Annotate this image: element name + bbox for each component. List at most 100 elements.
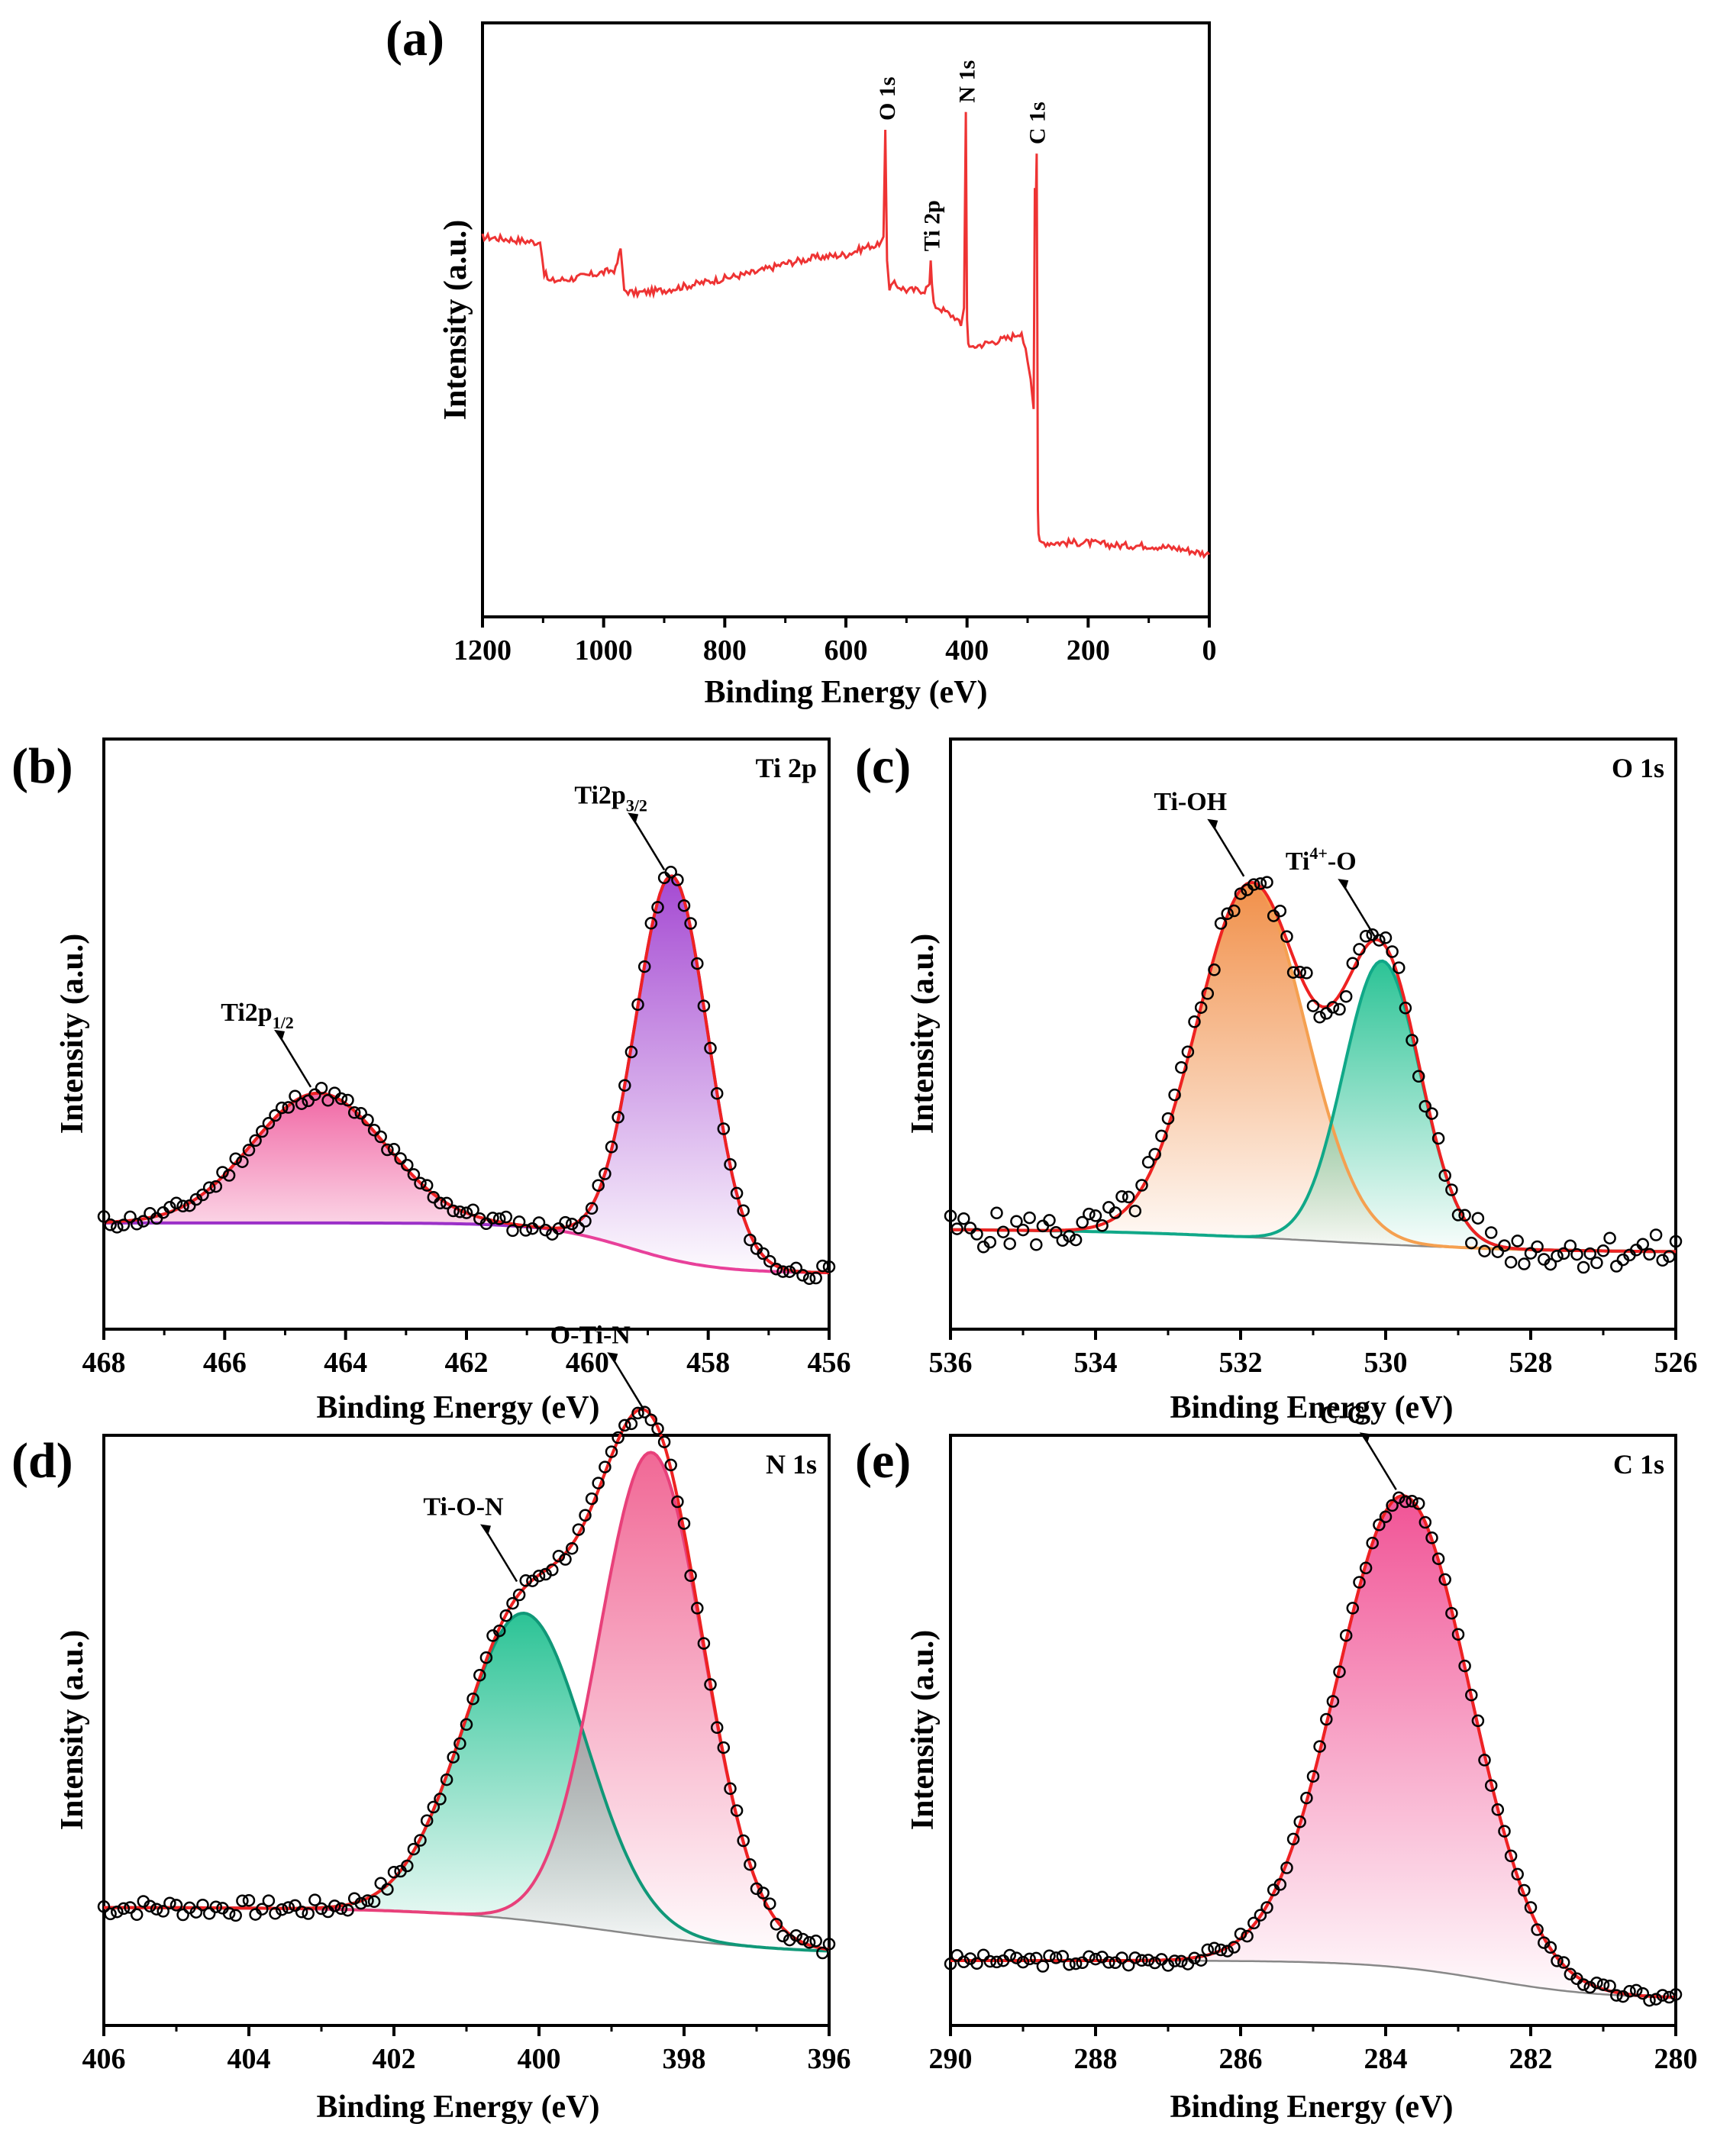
data-point-d [256, 1903, 269, 1916]
data-point-c [1221, 907, 1234, 921]
data-point-d [684, 1569, 697, 1583]
data-point-e [1524, 1901, 1538, 1914]
data-point-c [990, 1206, 1003, 1220]
data-point-b [434, 1196, 447, 1210]
data-point-b [222, 1169, 236, 1182]
data-point-d [585, 1492, 599, 1506]
data-point-b [420, 1179, 434, 1192]
data-point-d [269, 1907, 282, 1920]
panel-a: (a) 1200 1000 800 600 400 200 0 O 1s Ti 2p N 1s C… [386, 11, 1217, 710]
data-point-c [1010, 1215, 1023, 1228]
data-point-b [407, 1168, 421, 1181]
data-point-b [618, 1079, 631, 1092]
data-point-b [492, 1212, 506, 1225]
data-point-e [1491, 1803, 1505, 1816]
data-point-d [691, 1602, 704, 1615]
data-point-b [684, 917, 697, 930]
x-tick-label-a-3: 600 [825, 634, 868, 666]
data-point-b [256, 1125, 269, 1138]
data-point-d [447, 1751, 460, 1764]
data-point-c [963, 1222, 977, 1235]
data-point-d [546, 1564, 559, 1577]
data-point-b [262, 1117, 276, 1130]
data-point-d [302, 1907, 315, 1920]
xps-plot-d: 406 404 402 400 398 396 Ti-O-N O-Ti-N [82, 1321, 851, 2075]
data-point-b [644, 917, 658, 930]
y-axis-title-e: Intensity (a.u.) [905, 1630, 941, 1831]
data-point-b [440, 1196, 453, 1210]
data-point-d [776, 1929, 789, 1943]
data-point-b [124, 1210, 137, 1224]
data-point-b [163, 1201, 176, 1214]
data-point-b [532, 1216, 546, 1229]
data-point-e [1373, 1519, 1386, 1531]
x-tick-label-d-2: 402 [373, 2043, 416, 2075]
data-point-b [361, 1113, 374, 1127]
data-point-d [222, 1906, 236, 1920]
data-point-c [1656, 1254, 1669, 1267]
data-point-b [539, 1223, 552, 1237]
data-point-e [1458, 1659, 1471, 1673]
data-point-b [202, 1181, 216, 1194]
data-point-e [1056, 1950, 1070, 1963]
data-point-b [592, 1179, 605, 1192]
data-point-b [486, 1212, 499, 1225]
data-point-d [176, 1908, 189, 1922]
data-point-b [519, 1224, 532, 1237]
data-point-d [374, 1877, 387, 1890]
data-point-e [1300, 1791, 1313, 1805]
data-point-c [1399, 1002, 1412, 1015]
data-point-d [440, 1773, 453, 1786]
data-point-e [990, 1955, 1003, 1969]
data-point-d [282, 1901, 295, 1914]
data-point-c [1524, 1247, 1538, 1260]
data-point-c [1458, 1209, 1471, 1222]
data-point-c [1141, 1156, 1155, 1169]
data-point-c [1596, 1244, 1610, 1257]
data-point-b [559, 1215, 572, 1229]
data-point-b [783, 1265, 796, 1278]
data-point-d [724, 1782, 737, 1796]
data-point-c [970, 1228, 983, 1241]
peak-label-b-1: Ti2p3/2 [574, 781, 647, 815]
data-point-b [104, 1218, 117, 1231]
data-point-b [499, 1210, 513, 1224]
data-point-c [1531, 1240, 1544, 1254]
data-point-c [996, 1225, 1010, 1238]
data-point-d [816, 1946, 829, 1960]
data-point-b [381, 1143, 394, 1157]
x-tick-label-e-1: 288 [1074, 2043, 1118, 2075]
x-tick-label-a-2: 800 [703, 634, 747, 666]
data-point-e [1504, 1849, 1518, 1863]
data-point-c [1181, 1045, 1195, 1058]
data-point-d [618, 1419, 631, 1432]
data-point-c [1286, 966, 1300, 979]
data-point-b [137, 1215, 150, 1228]
data-point-e [1656, 1989, 1669, 2002]
plot-frame-a [481, 21, 1211, 618]
panel-label-a: (a) [386, 11, 444, 66]
data-point-e [1102, 1956, 1115, 1969]
data-point-c [1175, 1060, 1188, 1074]
data-point-e [1201, 1943, 1215, 1957]
data-point-e [1610, 1989, 1623, 2002]
x-tick-label-a-5: 200 [1067, 634, 1110, 666]
data-point-d [315, 1902, 328, 1916]
data-point-d [744, 1857, 757, 1871]
data-point-d [506, 1596, 519, 1610]
data-point-e [1471, 1714, 1485, 1728]
data-point-b [196, 1188, 209, 1202]
data-point-c [1313, 1011, 1326, 1024]
x-tick-label-a-1: 1000 [575, 634, 633, 666]
data-point-e [1643, 1993, 1656, 2007]
x-axis-title-e: Binding Energy (eV) [1170, 2090, 1453, 2125]
data-point-e [1036, 1960, 1050, 1973]
x-tick-label-b-6: 456 [808, 1347, 851, 1379]
data-point-c [1412, 1070, 1425, 1083]
data-point-e [1551, 1954, 1564, 1967]
component-fill-o-ti-n [104, 1452, 829, 1951]
data-point-e [1379, 1510, 1393, 1523]
data-point-d [579, 1509, 592, 1522]
panel-e: (e) C 1s 290 288 286 284 282 280 C-C Binding E… [855, 1401, 1698, 2125]
data-point-c [983, 1235, 997, 1249]
